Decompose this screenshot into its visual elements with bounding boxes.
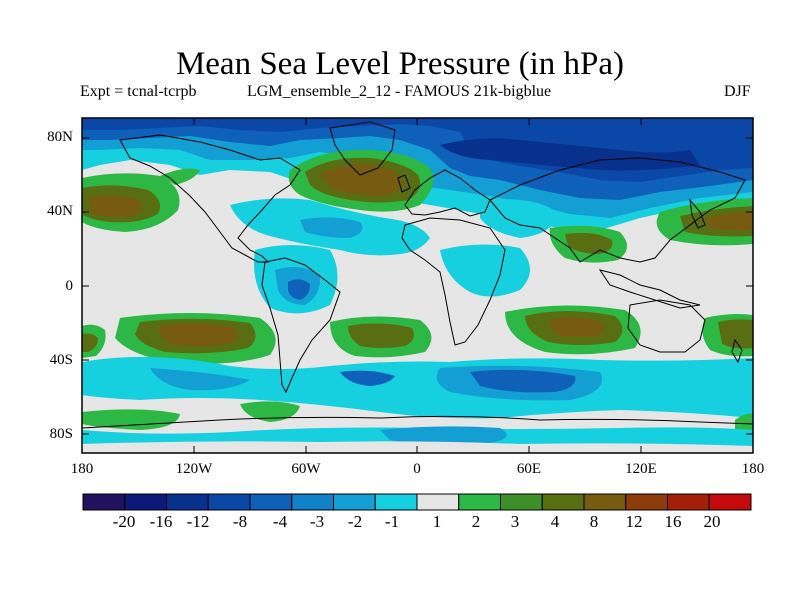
colorbar-label: 20 (703, 512, 721, 531)
atlantic-high-core (320, 164, 405, 196)
coastlines (82, 121, 753, 429)
lat-label-40n: 40N (47, 203, 73, 219)
colorbar-swatch (708, 493, 752, 511)
colorbar-label: 4 (550, 512, 560, 531)
colorbar-swatch (458, 493, 501, 511)
colorbar-swatch (667, 493, 710, 511)
colorbar-swatch (166, 493, 209, 511)
arctic-green-bits (160, 168, 200, 185)
colorbar-swatch (333, 493, 376, 511)
asia-high-olive (565, 232, 613, 254)
coast-greenland (329, 121, 396, 176)
colorbar-label: 2 (471, 512, 481, 531)
pressure-field (82, 118, 753, 453)
colorbar-label: -1 (384, 512, 400, 531)
sindian-high-core (548, 317, 604, 337)
run-label: LGM_ensemble_2_12 - FAMOUS 21k-bigblue (247, 83, 552, 100)
colorbar-label: -16 (149, 512, 173, 531)
coast-uk (397, 174, 411, 193)
colorbar-swatch (416, 493, 460, 511)
coast-south-america (261, 257, 341, 394)
lon-label-180-west: 180 (70, 461, 94, 477)
spacific-high-core (159, 323, 238, 346)
coast-europe (404, 169, 491, 217)
colorbar-label: -8 (232, 512, 248, 531)
southern-blue-core (470, 369, 576, 393)
tropics-cyan-band (440, 244, 530, 297)
lat-label-80n: 80N (47, 129, 73, 145)
coast-asia (489, 157, 746, 263)
colorbar-label: 12 (625, 512, 643, 531)
lon-label-180-east: 180 (741, 461, 765, 477)
samerica-blue-low (288, 279, 310, 300)
colorbar-swatch (249, 493, 293, 511)
coast-indonesia (598, 269, 701, 309)
colorbar (82, 493, 752, 511)
npacific-high-west-core (88, 195, 142, 217)
lon-label-0: 0 (413, 461, 421, 477)
west-high-olive (82, 333, 98, 352)
southern-blue-core-2 (340, 370, 395, 386)
colorbar-label: -2 (347, 512, 363, 531)
arctic-low-core (440, 138, 700, 171)
colorbar-swatch (374, 493, 418, 511)
lat-label-80s: 80S (49, 426, 73, 442)
colorbar-swatch (82, 493, 126, 511)
colorbar-swatch (625, 493, 668, 511)
antarctic-lightblue-coast (380, 426, 507, 445)
lon-label-120e: 120E (625, 461, 657, 477)
colorbar-label: 8 (589, 512, 599, 531)
lon-label-60e: 60E (516, 461, 542, 477)
southern-lightblue-band (150, 368, 250, 391)
colorbar-label: -3 (309, 512, 325, 531)
east-high-olive (718, 319, 753, 349)
coast-antarctica (82, 415, 753, 429)
coast-africa (401, 217, 506, 346)
coast-australia (627, 299, 706, 353)
satlantic-high-olive (348, 323, 414, 348)
coast-north-america (119, 134, 301, 263)
experiment-label: Expt = tcnal-tcrpb (80, 83, 197, 100)
atlantic-lightblue-low (300, 217, 363, 238)
colorbar-swatch (207, 493, 251, 511)
colorbar-swatch (500, 493, 543, 511)
coast-japan (689, 198, 706, 229)
lon-label-60w: 60W (291, 461, 321, 477)
colorbar-swatch (541, 493, 585, 511)
antarctic-green-mid (240, 401, 300, 422)
axis-ticks (82, 118, 753, 453)
colorbar-label: -4 (272, 512, 288, 531)
colorbar-label: 16 (664, 512, 682, 531)
colorbar-swatch (583, 493, 627, 511)
antarctic-green-west (82, 409, 180, 430)
season-label: DJF (724, 83, 751, 100)
colorbar-swatch (291, 493, 334, 511)
npacific-high-east-core (705, 212, 753, 231)
colorbar-label: 1 (432, 512, 442, 531)
lon-label-120w: 120W (175, 461, 213, 477)
figure-title: Mean Sea Level Pressure (in hPa) (175, 46, 625, 82)
coast-new-zealand (731, 338, 743, 364)
colorbar-label: -20 (112, 512, 136, 531)
colorbar-label: 3 (510, 512, 520, 531)
colorbar-label: -12 (186, 512, 210, 531)
lat-label-0: 0 (65, 278, 74, 294)
colorbar-swatch (124, 493, 167, 511)
lat-label-40s: 40S (49, 352, 73, 368)
